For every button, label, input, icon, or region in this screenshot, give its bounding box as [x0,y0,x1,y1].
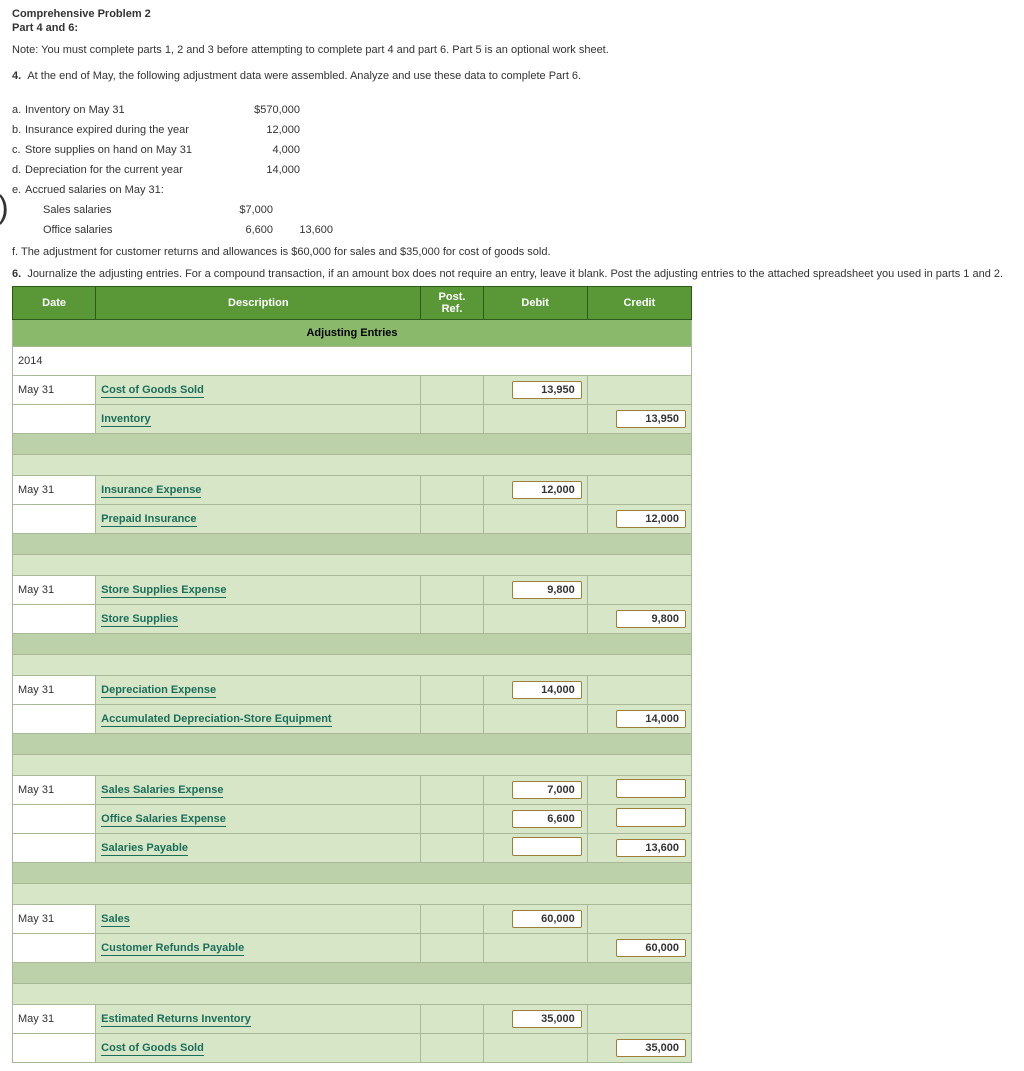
debit-cell[interactable]: 12,000 [483,476,587,505]
credit-cell[interactable]: 13,950 [587,405,691,434]
table-row: May 31 Cost of Goods Sold 13,950 [13,376,692,405]
table-row: May 31 Depreciation Expense 14,000 [13,676,692,705]
account-link[interactable]: Prepaid Insurance [101,512,196,527]
question-4: 4. At the end of May, the following adju… [12,70,1012,82]
col-credit: Credit [587,287,691,320]
debit-cell[interactable] [483,405,587,434]
credit-cell[interactable]: 60,000 [587,934,691,963]
table-row: Prepaid Insurance 12,000 [13,505,692,534]
account-link[interactable]: Store Supplies Expense [101,583,226,598]
debit-cell[interactable]: 9,800 [483,576,587,605]
credit-cell[interactable] [587,805,691,834]
date-cell: May 31 [13,576,96,605]
col-date: Date [13,287,96,320]
adjustment-f: f. The adjustment for customer returns a… [12,246,1012,258]
table-row: May 31 Sales Salaries Expense 7,000 [13,776,692,805]
table-row: Inventory 13,950 [13,405,692,434]
col-debit: Debit [483,287,587,320]
debit-cell[interactable]: 6,600 [483,805,587,834]
credit-cell[interactable]: 35,000 [587,1034,691,1063]
debit-cell[interactable]: 14,000 [483,676,587,705]
account-link[interactable]: Office Salaries Expense [101,812,226,827]
table-row: Cost of Goods Sold 35,000 [13,1034,692,1063]
credit-cell[interactable] [587,1005,691,1034]
subtitle: Part 4 and 6: [12,22,1012,34]
debit-cell[interactable] [483,505,587,534]
debit-cell[interactable] [483,605,587,634]
table-row: May 31 Estimated Returns Inventory 35,000 [13,1005,692,1034]
col-ref: Post.Ref. [421,287,483,320]
date-cell: May 31 [13,376,96,405]
credit-cell[interactable]: 12,000 [587,505,691,534]
question-6: 6. Journalize the adjusting entries. For… [12,268,1012,280]
date-cell [13,1034,96,1063]
account-link[interactable]: Insurance Expense [101,483,201,498]
credit-cell[interactable] [587,905,691,934]
account-link[interactable]: Sales [101,912,130,927]
account-link[interactable]: Estimated Returns Inventory [101,1012,251,1027]
credit-cell[interactable] [587,676,691,705]
table-row: May 31 Insurance Expense 12,000 [13,476,692,505]
col-desc: Description [96,287,421,320]
journal-table: Date Description Post.Ref. Debit Credit … [12,286,692,1063]
credit-cell[interactable] [587,376,691,405]
table-row: Salaries Payable 13,600 [13,834,692,863]
table-row: Customer Refunds Payable 60,000 [13,934,692,963]
credit-cell[interactable] [587,776,691,805]
credit-cell[interactable]: 14,000 [587,705,691,734]
date-cell: May 31 [13,905,96,934]
credit-cell[interactable] [587,476,691,505]
note-text: Note: You must complete parts 1, 2 and 3… [12,44,1012,56]
debit-cell[interactable]: 60,000 [483,905,587,934]
account-link[interactable]: Sales Salaries Expense [101,783,223,798]
debit-cell[interactable] [483,705,587,734]
account-link[interactable]: Accumulated Depreciation-Store Equipment [101,712,331,727]
table-row: Store Supplies 9,800 [13,605,692,634]
debit-cell[interactable]: 35,000 [483,1005,587,1034]
account-link[interactable]: Cost of Goods Sold [101,1041,204,1056]
account-link[interactable]: Cost of Goods Sold [101,383,204,398]
debit-cell[interactable] [483,934,587,963]
date-cell [13,705,96,734]
debit-cell[interactable]: 13,950 [483,376,587,405]
account-link[interactable]: Store Supplies [101,612,178,627]
date-cell: May 31 [13,776,96,805]
table-row: May 31 Sales 60,000 [13,905,692,934]
credit-cell[interactable]: 9,800 [587,605,691,634]
date-cell: May 31 [13,476,96,505]
account-link[interactable]: Customer Refunds Payable [101,941,244,956]
adjustment-list: a.Inventory on May 31$570,000 b.Insuranc… [12,100,1012,240]
debit-cell[interactable] [483,834,587,863]
date-cell [13,405,96,434]
date-cell [13,605,96,634]
table-row: Accumulated Depreciation-Store Equipment… [13,705,692,734]
date-cell [13,505,96,534]
credit-cell[interactable] [587,576,691,605]
account-link[interactable]: Depreciation Expense [101,683,216,698]
date-cell [13,805,96,834]
bracket-decoration: ) [0,198,9,216]
debit-cell[interactable]: 7,000 [483,776,587,805]
credit-cell[interactable]: 13,600 [587,834,691,863]
date-cell [13,934,96,963]
account-link[interactable]: Salaries Payable [101,841,188,856]
debit-cell[interactable] [483,1034,587,1063]
date-cell: May 31 [13,676,96,705]
table-row: Office Salaries Expense 6,600 [13,805,692,834]
table-row: May 31 Store Supplies Expense 9,800 [13,576,692,605]
date-cell [13,834,96,863]
account-link[interactable]: Inventory [101,412,151,427]
title: Comprehensive Problem 2 [12,8,1012,20]
date-cell: May 31 [13,1005,96,1034]
